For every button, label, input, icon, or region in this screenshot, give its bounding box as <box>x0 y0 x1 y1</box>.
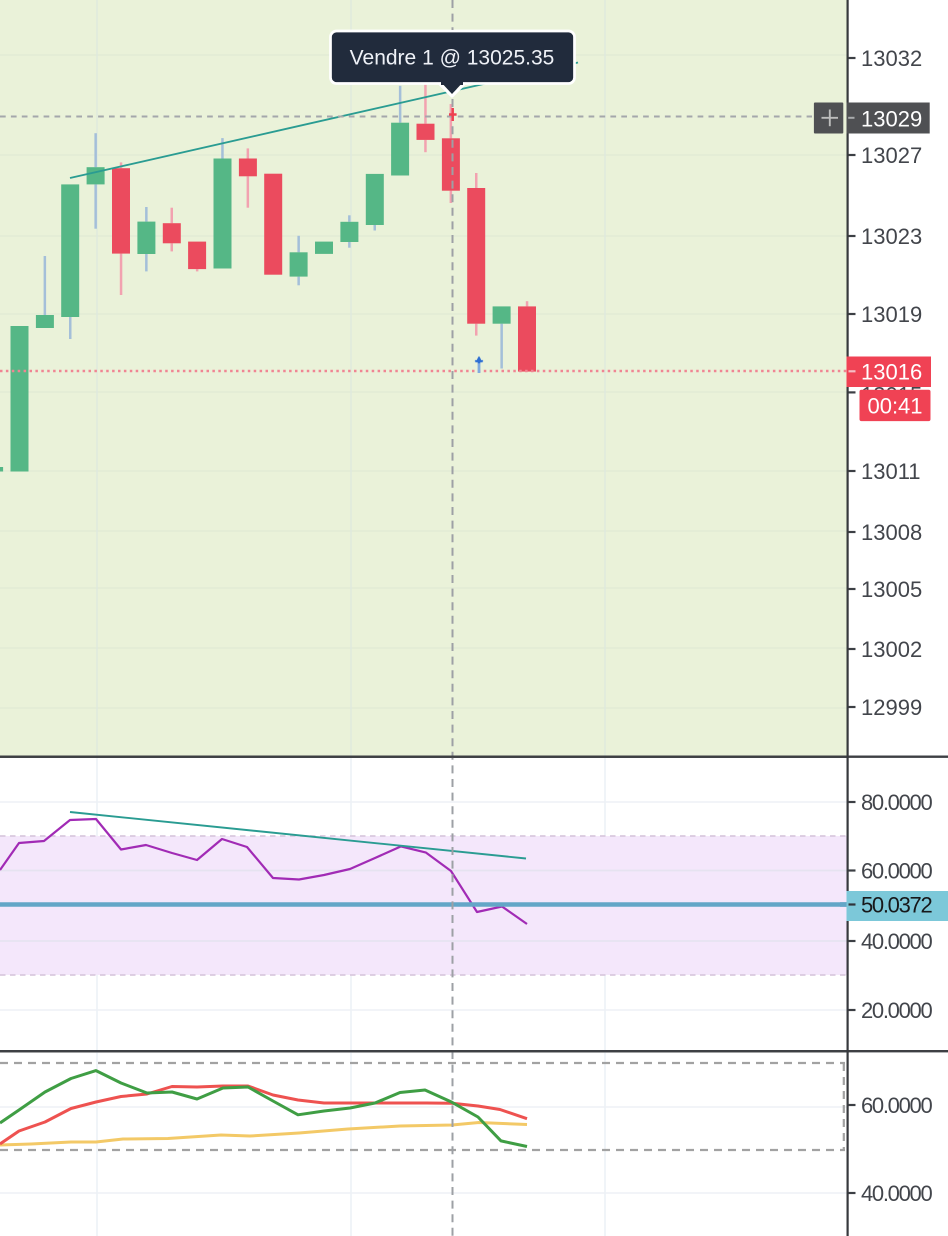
svg-text:13027: 13027 <box>861 143 922 168</box>
svg-text:13008: 13008 <box>861 520 922 545</box>
svg-text:13019: 13019 <box>861 302 922 327</box>
svg-text:60.0000: 60.0000 <box>861 1093 932 1118</box>
svg-text:00:41: 00:41 <box>867 393 922 418</box>
svg-text:50.0372: 50.0372 <box>861 892 932 917</box>
svg-text:13011: 13011 <box>861 459 921 484</box>
svg-text:20.0000: 20.0000 <box>861 998 932 1023</box>
svg-text:13005: 13005 <box>861 577 922 602</box>
svg-text:40.0000: 40.0000 <box>861 929 932 954</box>
svg-text:13002: 13002 <box>861 637 922 662</box>
svg-text:Vendre 1 @ 13025.35: Vendre 1 @ 13025.35 <box>350 47 555 70</box>
svg-text:80.0000: 80.0000 <box>861 790 932 815</box>
svg-text:40.0000: 40.0000 <box>861 1181 932 1206</box>
svg-text:13016: 13016 <box>861 359 922 384</box>
svg-text:60.0000: 60.0000 <box>861 858 932 883</box>
svg-text:13023: 13023 <box>861 224 922 249</box>
svg-text:13032: 13032 <box>861 46 922 71</box>
svg-text:13029: 13029 <box>861 107 922 132</box>
svg-text:12999: 12999 <box>861 695 922 720</box>
